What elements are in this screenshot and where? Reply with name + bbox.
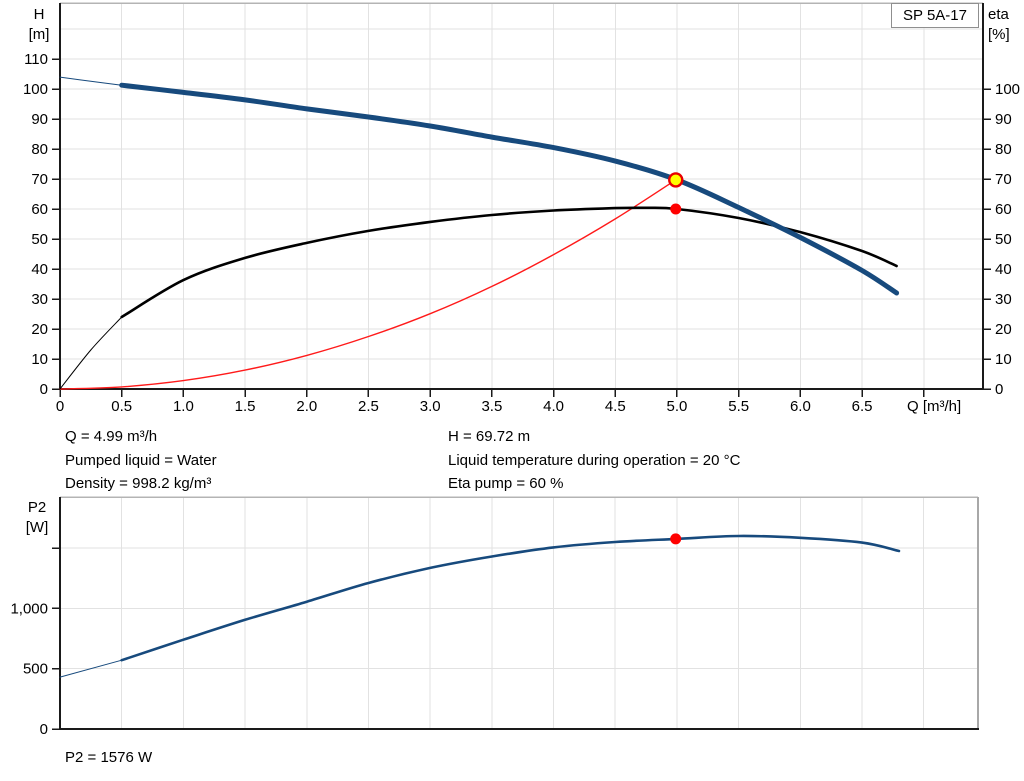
y-axis-tick-label: 40 <box>31 261 48 278</box>
y-axis-tick-label: 100 <box>23 81 48 98</box>
x-axis-tick-label: 0.5 <box>111 398 132 415</box>
x-axis-tick-label: 3.5 <box>481 398 502 415</box>
eta-axis-tick-label: 50 <box>995 231 1012 248</box>
y-axis-tick-label: 60 <box>31 201 48 218</box>
pump-model-badge: SP 5A-17 <box>891 3 979 28</box>
y-axis-tick-label: 20 <box>31 321 48 338</box>
hq-eta-chart: 0 10 20 30 40 50 60 70 80 90 100 0 10 20 30 40 50 60 70 80 9… <box>23 2 1020 415</box>
eta-axis-tick-label: 100 <box>995 81 1020 98</box>
y-axis-tick-label: 110 <box>24 51 48 68</box>
eta-axis-tick-label: 40 <box>995 261 1012 278</box>
y-axis-tick-label: 50 <box>31 231 48 248</box>
x-axis-tick-label: 1.0 <box>173 398 194 415</box>
x-axis-tick-label: 6.5 <box>852 398 873 415</box>
pump-curve-H-extrapolated <box>59 76 123 86</box>
x-axis-tick-label: 3.0 <box>420 398 441 415</box>
info-flow: Q = 4.99 m³/h <box>65 428 158 445</box>
eta-axis-label-symbol: eta <box>988 6 1009 23</box>
h-axis-label: H [m] <box>16 5 62 45</box>
power-curve-P2-extrapolated <box>59 659 123 678</box>
info-liquid-temperature: Liquid temperature during operation = 20… <box>448 451 741 469</box>
eta-axis-tick-label: 70 <box>995 171 1012 188</box>
eta-axis-label: eta [%] <box>988 5 1024 45</box>
info-head: H = 69.72 m <box>448 428 531 445</box>
y-axis-tick-label: 0 <box>40 721 48 738</box>
x-axis-tick-label: 1.5 <box>235 398 256 415</box>
x-axis-tick-label: 2.5 <box>358 398 379 415</box>
duty-point-p2[interactable] <box>670 533 682 545</box>
p2-axis-label-symbol: P2 <box>27 499 47 516</box>
eta-axis-tick-label: 60 <box>995 201 1012 218</box>
efficiency-curve-eta <box>120 206 898 319</box>
x-axis-tick-label: 6.0 <box>790 398 811 415</box>
y-axis-tick-label: 80 <box>31 141 48 158</box>
x-axis-tick-label: 2.0 <box>296 398 317 415</box>
power-curve-P2 <box>120 534 901 662</box>
x-axis-title: Q [m³/h] <box>907 398 961 415</box>
info-density: Density = 998.2 kg/m³ <box>65 475 212 492</box>
efficiency-curve-eta-extrapolated <box>59 316 123 390</box>
duty-info-left-column: Q = 4.99 m³/h Pumped liquid = Water Dens… <box>65 425 217 496</box>
system-curve <box>59 179 677 390</box>
pump-curve-H <box>119 82 900 296</box>
y-axis-tick-label: 30 <box>31 291 48 308</box>
eta-axis-label-unit: [%] <box>988 26 1010 43</box>
x-axis-tick-label: 5.0 <box>667 398 688 415</box>
duty-info-right-column: H = 69.72 m Liquid temperature during op… <box>448 425 740 496</box>
eta-axis-tick-label: 10 <box>995 351 1012 368</box>
y-axis-tick-label: 10 <box>31 351 48 368</box>
p2-axis-label-unit: [W] <box>25 519 49 536</box>
info-eta-pump: Eta pump = 60 % <box>448 475 564 492</box>
p2-axis-label: P2 [W] <box>14 498 60 538</box>
p2-result-text: P2 = 1576 W <box>65 749 153 766</box>
eta-axis-tick-label: 20 <box>995 321 1012 338</box>
pump-model-label: SP 5A-17 <box>903 7 967 24</box>
eta-axis-tick-label: 30 <box>995 291 1012 308</box>
x-axis-tick-label: 0 <box>56 398 64 415</box>
info-pumped-liquid: Pumped liquid = Water <box>65 451 217 469</box>
x-axis-tick-label: 5.5 <box>728 398 749 415</box>
p2-chart: 0 500 1,000 <box>10 496 979 738</box>
h-axis-label-unit: [m] <box>28 26 50 43</box>
x-axis-tick-label: 4.0 <box>543 398 564 415</box>
y-axis-tick-label: 1,000 <box>10 600 48 617</box>
eta-axis-tick-label: 90 <box>995 111 1012 128</box>
eta-axis-tick-label: 0 <box>995 381 1003 398</box>
y-axis-tick-label: 90 <box>31 111 48 128</box>
y-axis-tick-label: 0 <box>40 381 48 398</box>
duty-point-eta[interactable] <box>670 203 682 215</box>
duty-point-h[interactable] <box>668 172 684 188</box>
h-axis-label-symbol: H <box>33 6 45 23</box>
eta-axis-tick-label: 80 <box>995 141 1012 158</box>
y-axis-tick-label: 70 <box>31 171 48 188</box>
y-axis-tick-label: 500 <box>23 661 48 678</box>
x-axis-tick-label: 4.5 <box>605 398 626 415</box>
